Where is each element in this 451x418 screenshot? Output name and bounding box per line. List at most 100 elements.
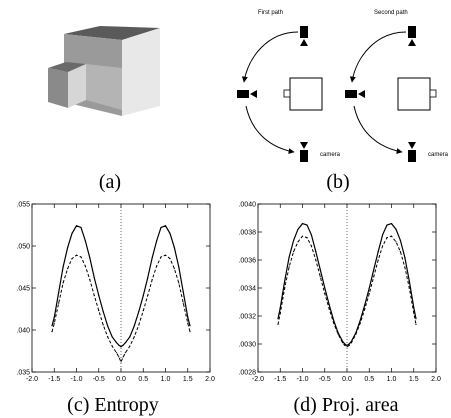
data-point-solid	[62, 266, 64, 268]
data-point-dashed	[284, 287, 286, 289]
data-point-solid	[151, 257, 153, 259]
data-point-dashed	[337, 333, 339, 335]
data-point-solid	[187, 316, 189, 318]
data-point-dashed	[93, 294, 95, 297]
data-point-dashed	[138, 324, 140, 326]
data-point-dashed	[277, 323, 279, 325]
data-point-solid	[328, 304, 330, 306]
caption-d: (d) Proj. area	[293, 394, 399, 416]
data-point-dashed	[151, 279, 153, 281]
y-tick-label: .0036	[238, 258, 256, 265]
data-point-solid	[408, 280, 410, 282]
data-point-solid	[182, 291, 184, 293]
x-tick-label: 1.0	[161, 376, 171, 383]
data-point-dashed	[288, 266, 290, 268]
data-point-solid	[67, 247, 69, 249]
data-point-solid	[98, 294, 100, 297]
camera-label-2: camera	[428, 152, 449, 158]
data-point-solid	[277, 318, 279, 320]
data-point-dashed	[107, 336, 109, 338]
data-point-dashed	[173, 268, 175, 270]
x-tick-label: -2.0	[252, 376, 264, 383]
second-path-diagram: Second path camera	[345, 10, 449, 162]
data-point-solid	[189, 325, 191, 327]
voxel-object-render	[48, 26, 160, 116]
data-point-dashed	[187, 322, 189, 324]
data-point-solid	[122, 344, 124, 346]
x-tick-label: -1.5	[48, 376, 60, 383]
data-point-solid	[310, 234, 312, 236]
data-point-solid	[346, 344, 348, 346]
data-point-solid	[368, 287, 370, 289]
data-point-dashed	[71, 258, 73, 260]
data-point-dashed	[53, 322, 55, 324]
data-point-dashed	[319, 276, 321, 278]
data-point-dashed	[377, 259, 379, 261]
caption-a: (a)	[98, 171, 122, 193]
data-point-solid	[364, 304, 366, 306]
y-tick-label: .0028	[238, 370, 256, 377]
data-point-dashed	[328, 308, 330, 310]
data-point-solid	[142, 294, 144, 297]
x-tick-label: 2.0	[205, 376, 215, 383]
data-point-dashed	[293, 251, 295, 253]
data-point-dashed	[324, 293, 326, 295]
notch-left-face	[48, 68, 68, 108]
data-point-dashed	[404, 266, 406, 268]
data-point-solid	[107, 325, 109, 327]
y-tick-label: .055	[16, 202, 30, 209]
x-tick-label: 0.5	[138, 376, 148, 383]
data-point-solid	[156, 240, 158, 242]
data-point-solid	[306, 224, 308, 226]
data-point-dashed	[301, 235, 304, 237]
first-path-arc-lower	[245, 105, 295, 154]
data-point-dashed	[415, 323, 417, 325]
x-tick-label: 1.5	[183, 376, 193, 383]
data-point-solid	[173, 247, 175, 249]
data-point-dashed	[310, 245, 312, 247]
y-tick-label: .0038	[238, 230, 256, 237]
data-point-dashed	[344, 344, 346, 346]
y-tick-label: .0040	[238, 202, 256, 209]
camera-icon-bottom	[300, 142, 308, 162]
data-point-solid	[160, 226, 162, 229]
data-point-solid	[169, 232, 171, 234]
data-point-dashed	[350, 342, 353, 344]
data-point-solid	[102, 310, 104, 313]
second-path-arc-upper	[349, 31, 407, 83]
data-point-solid	[75, 225, 78, 227]
data-point-dashed	[355, 333, 357, 335]
data-point-solid	[84, 240, 86, 242]
data-point-dashed	[58, 302, 60, 304]
data-point-solid	[178, 266, 180, 268]
camera-icon-left-2	[345, 90, 365, 98]
data-point-dashed	[111, 345, 113, 347]
second-path-label: Second path	[374, 10, 408, 16]
x-tick-label: -1.0	[70, 376, 82, 383]
notch-inner-face	[68, 64, 86, 108]
data-point-dashed	[359, 322, 361, 324]
data-point-dashed	[120, 361, 122, 363]
data-point-dashed	[156, 265, 158, 267]
data-point-solid	[58, 291, 60, 293]
data-point-dashed	[115, 352, 118, 354]
x-tick-label: 0.5	[364, 376, 374, 383]
x-tick-label: -0.5	[319, 376, 331, 383]
data-point-dashed	[413, 312, 415, 314]
data-point-solid	[399, 239, 401, 241]
data-point-solid	[301, 223, 304, 225]
data-point-dashed	[408, 287, 410, 289]
data-point-solid	[147, 277, 149, 279]
data-point-solid	[279, 307, 281, 309]
data-point-dashed	[279, 312, 281, 314]
entropy-chart: -2.0 -1.5 -1.0 -0.5 0.0 0.5 1.0 1.5 2.0 .035 .040.…	[16, 202, 215, 384]
y-tick-label: .0032	[238, 314, 256, 321]
data-point-dashed	[67, 268, 69, 270]
data-point-solid	[124, 342, 127, 344]
cube-right-face	[122, 28, 160, 116]
caption-b: (b)	[326, 171, 350, 193]
camera-path-diagram: First path camera Second path	[237, 10, 449, 162]
data-point-dashed	[75, 254, 78, 256]
x-tick-label: -2.0	[26, 376, 38, 383]
